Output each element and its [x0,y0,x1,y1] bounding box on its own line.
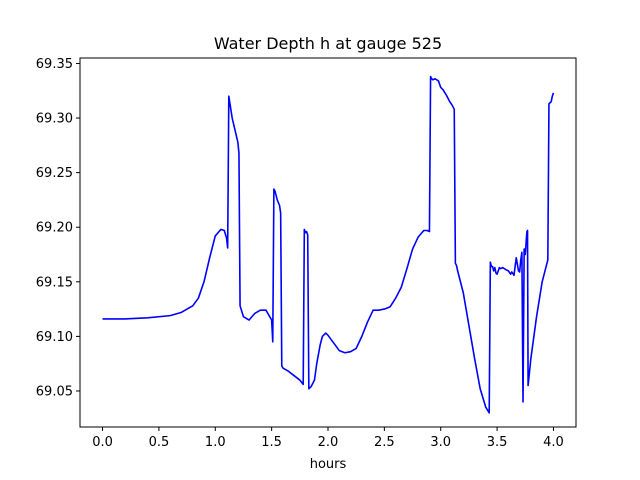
axes-frame [79,57,577,428]
x-tick-label: 0.5 [149,435,170,450]
y-tick-label: 69.20 [36,221,73,236]
x-tick-label: 3.5 [487,435,508,450]
y-tick-label: 69.10 [36,330,73,345]
chart-title: Water Depth h at gauge 525 [214,34,442,53]
y-axis-ticks: 69.05 69.10 69.15 69.20 69.25 69.30 69.35 [36,57,80,399]
x-tick-label: 4.0 [543,435,564,450]
x-tick-label: 0.0 [92,435,113,450]
x-tick-label: 2.0 [318,435,339,450]
x-tick-label: 2.5 [374,435,395,450]
x-tick-label: 1.0 [205,435,226,450]
x-axis-ticks: 0.0 0.5 1.0 1.5 2.0 2.5 3.0 3.5 4.0 [92,427,564,450]
x-axis-label: hours [310,457,347,472]
x-tick-label: 1.5 [261,435,282,450]
x-tick-label: 3.0 [430,435,451,450]
y-tick-label: 69.30 [36,112,73,127]
y-tick-label: 69.05 [36,384,73,399]
series-line-0 [102,75,555,414]
y-tick-label: 69.15 [36,275,73,290]
plot-area [79,57,577,428]
y-tick-label: 69.35 [36,57,73,72]
y-tick-label: 69.25 [36,166,73,181]
